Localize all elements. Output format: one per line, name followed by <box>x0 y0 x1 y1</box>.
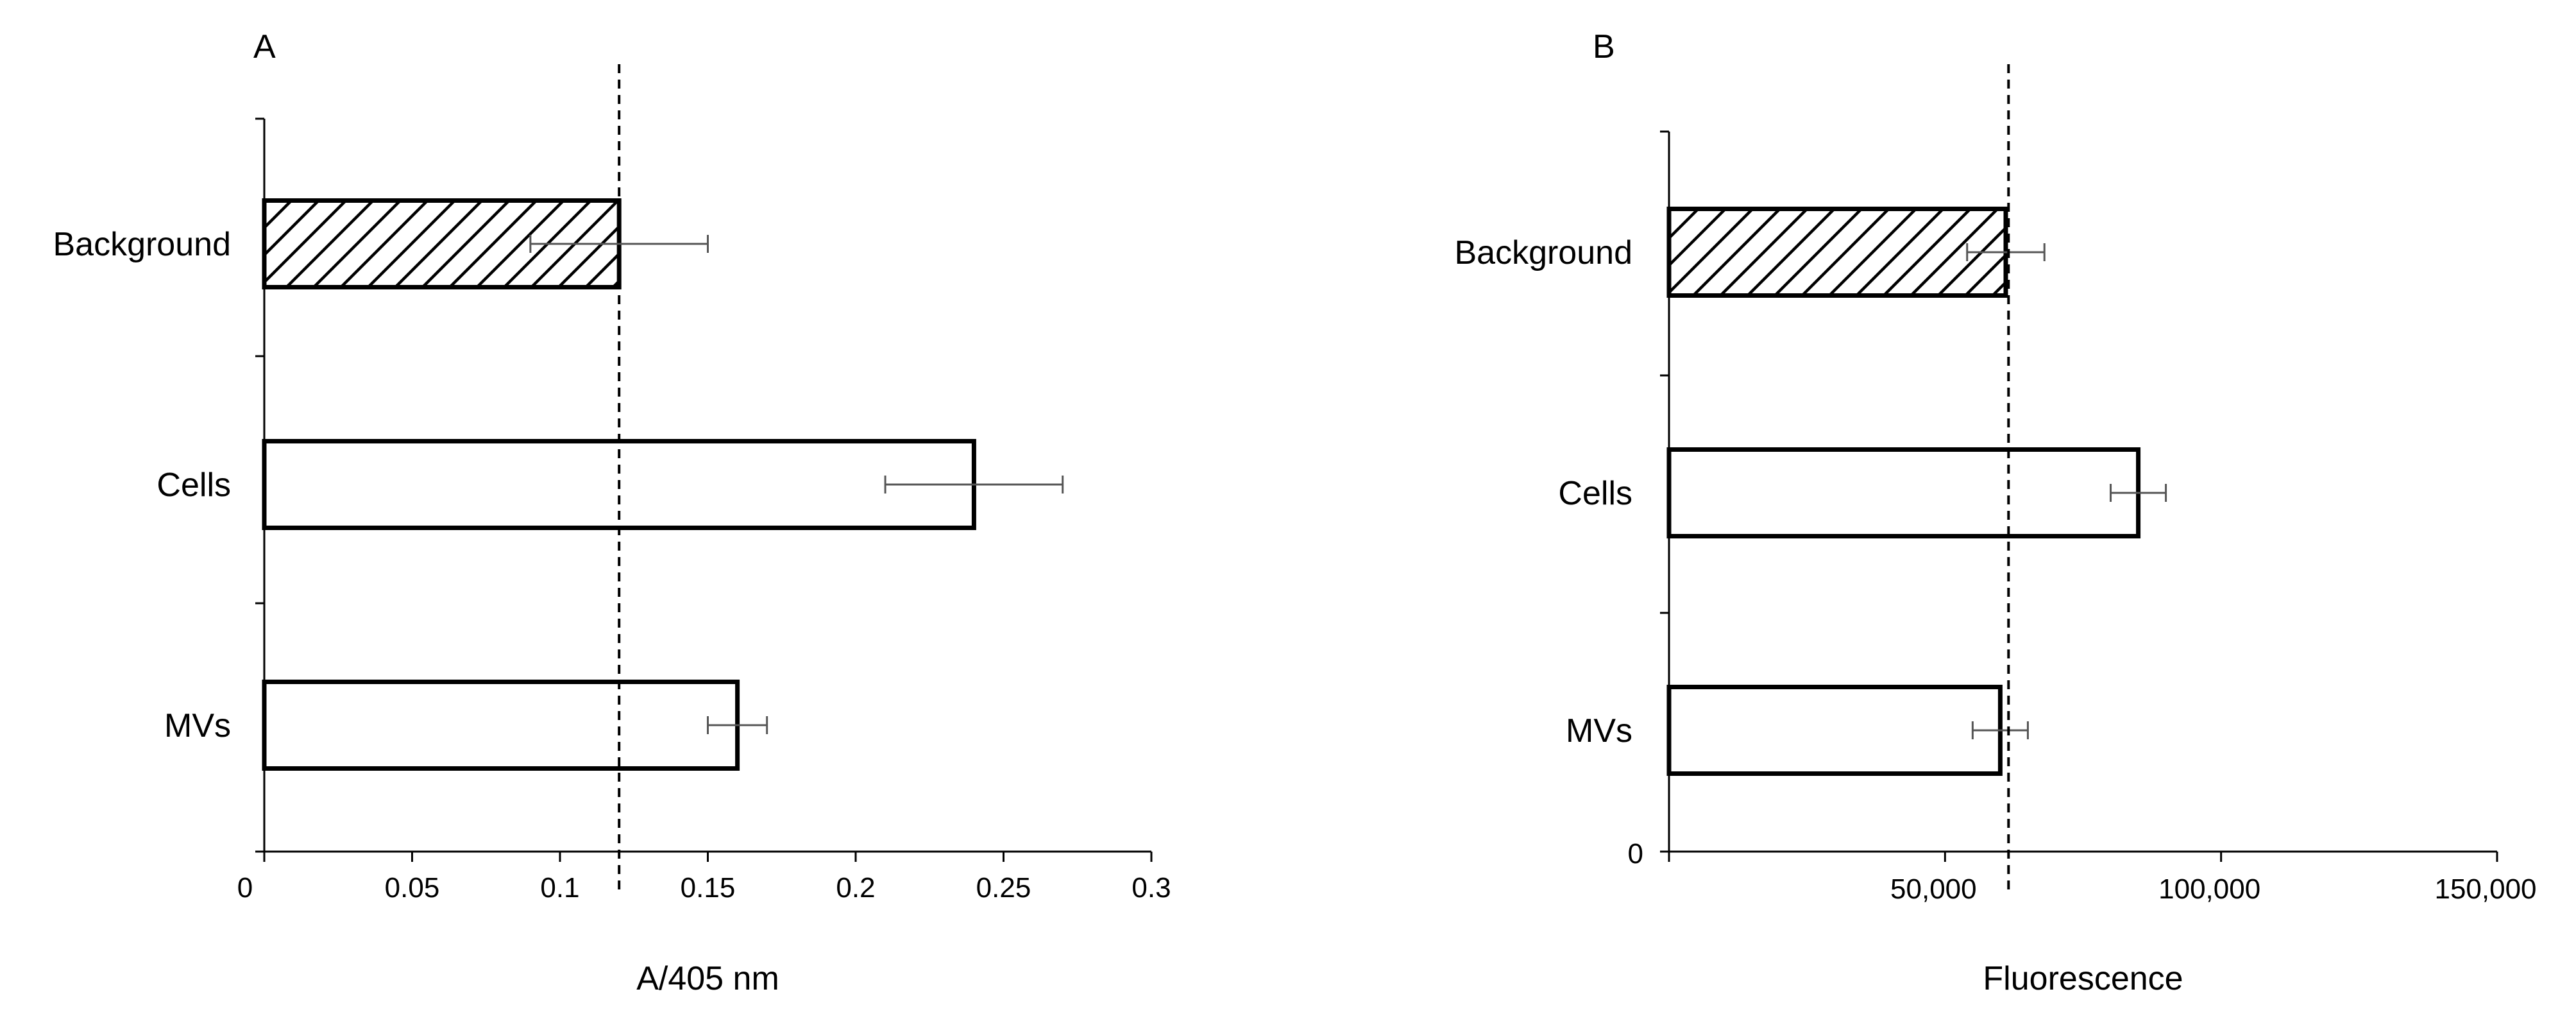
x-tick-label: 50,000 <box>1890 873 1977 905</box>
category-label: Cells <box>157 467 231 504</box>
x-tick-label: 0.2 <box>836 872 875 904</box>
error-bar-mvs <box>1971 721 2029 739</box>
error-bar-background <box>529 235 709 253</box>
category-label: Background <box>53 226 231 263</box>
x-tick-label: 0.15 <box>681 872 736 904</box>
bar-mvs <box>1666 685 2003 776</box>
x-tick-label: 0.1 <box>540 872 579 904</box>
x-tick-label: 0.3 <box>1131 872 1171 904</box>
x-tick-label: 0 <box>1628 838 1643 870</box>
category-label: MVs <box>1566 712 1632 750</box>
x-tick-label: 150,000 <box>2434 873 2536 905</box>
error-bar-mvs <box>707 716 768 734</box>
x-tick-label: 0.25 <box>976 872 1031 904</box>
category-label: Background <box>1454 234 1632 271</box>
error-bar-cells <box>2110 484 2167 502</box>
x-tick-label: 100,000 <box>2158 873 2260 905</box>
panel-label: B <box>1593 28 1615 65</box>
chart-panel-b: B 0 50,000 100,000 150,000 Fluorescence Backgr… <box>1454 28 2536 997</box>
chart-panel-a: A 0 0.05 0.1 0.15 0.2 0.25 0.3 A/405 nm Backgroun… <box>53 28 1171 997</box>
x-tick-label: 0.05 <box>385 872 440 904</box>
bar-background <box>1666 207 2008 298</box>
bar-mvs <box>262 680 740 771</box>
error-bar-cells <box>884 476 1064 494</box>
x-axis-title: Fluorescence <box>1983 960 2183 997</box>
bar-cells <box>1666 447 2141 538</box>
category-label: Cells <box>1558 475 1632 512</box>
x-axis-title: A/405 nm <box>636 960 779 997</box>
x-tick-label: 0 <box>237 872 253 904</box>
category-label: MVs <box>164 707 231 744</box>
panel-label: A <box>253 28 276 65</box>
error-bar-background <box>1966 243 2046 261</box>
